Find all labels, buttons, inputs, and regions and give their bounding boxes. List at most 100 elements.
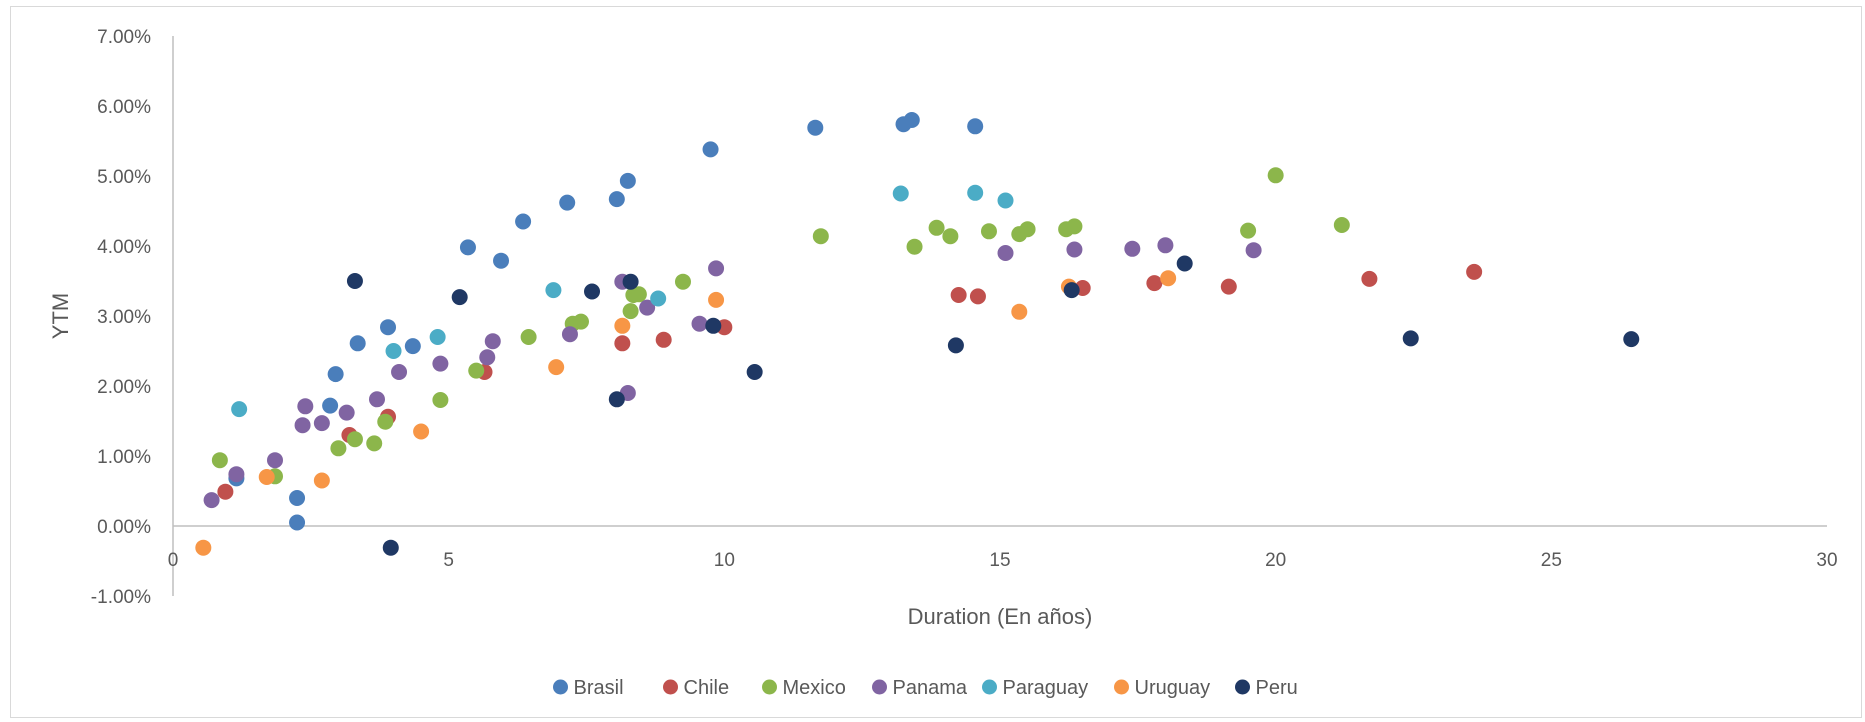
data-point [349,335,366,352]
data-point [548,359,565,376]
y-tick-label: 6.00% [97,97,151,118]
data-point [980,223,997,240]
series-paraguay [231,184,1014,418]
data-point [327,366,344,383]
data-point [1333,217,1350,233]
data-point [942,228,959,245]
data-point [289,490,306,506]
data-point [289,514,306,531]
data-point [639,299,656,316]
data-point [1157,237,1174,254]
data-point [1066,218,1083,235]
data-point [266,452,283,469]
series-peru [346,255,1640,556]
data-point [195,539,212,556]
data-point [708,291,725,308]
series-mexico [211,167,1350,485]
data-point [903,112,920,128]
data-point [969,288,986,305]
data-point [691,315,708,332]
series-chile [217,263,1483,500]
legend-marker [663,679,678,695]
data-point [608,191,625,208]
y-tick-label: 4.00% [97,237,151,258]
legend-marker [1114,679,1129,695]
legend-label: Paraguay [1003,677,1089,699]
data-point [380,319,397,336]
x-tick-label: 15 [989,550,1010,571]
data-point [451,289,468,306]
y-axis-title: YTM [48,293,73,339]
data-point [1176,255,1193,272]
data-point [708,260,725,277]
data-point [812,228,829,245]
x-tick-label: 30 [1816,550,1837,571]
data-point [614,335,631,352]
legend-item-paraguay: Paraguay [982,677,1088,699]
data-point [1220,278,1237,295]
data-point [313,472,330,489]
data-point [705,317,722,334]
legend-marker [762,679,777,695]
data-point [391,364,408,380]
data-point [479,349,496,366]
x-tick-label: 0 [168,550,179,571]
data-point [1267,167,1284,184]
data-point [1160,270,1177,287]
data-point [1124,240,1141,257]
legend-marker [982,679,997,695]
data-point [515,213,532,230]
data-point [217,483,234,500]
legend-marker [553,679,568,695]
data-point [385,343,402,359]
data-point [997,192,1014,209]
legend-label: Uruguay [1135,677,1211,699]
data-point [702,141,719,158]
data-point [545,282,562,299]
data-point [1361,270,1378,287]
data-point [338,404,355,421]
data-point [468,362,485,379]
x-tick-label: 25 [1541,550,1562,571]
legend-label: Chile [684,677,730,699]
x-tick-label: 20 [1265,550,1286,571]
data-point [413,423,430,440]
data-point [1019,221,1036,238]
legend-marker [1235,679,1250,695]
data-point [382,539,399,556]
x-tick-label: 10 [714,550,735,571]
data-point [1245,242,1262,259]
data-point [330,440,347,457]
data-points [195,112,1640,556]
legend-label: Peru [1256,677,1298,699]
data-point [258,469,275,485]
chart-frame [10,6,1862,718]
data-point [928,219,945,236]
data-point [967,118,984,135]
data-point [1063,282,1080,299]
data-point [584,283,601,300]
y-tick-label: 3.00% [97,307,151,328]
data-point [297,398,314,415]
data-point [203,492,220,509]
y-tick-label: 7.00% [97,27,151,48]
data-point [368,391,385,408]
data-point [346,431,363,448]
data-point [294,417,311,434]
axes: -1.00% 0.00% 1.00% 2.00% 3.00% 4.00% 5.00% 6.00… [48,27,1838,629]
data-point [1066,241,1083,258]
data-point [950,287,967,303]
y-tick-label: -1.00% [91,587,151,608]
legend-marker [872,679,887,695]
legend-item-peru: Peru [1235,677,1298,699]
data-point [404,338,421,355]
legend-item-uruguay: Uruguay [1114,677,1210,699]
data-point [432,355,449,372]
data-point [746,364,763,380]
legend-item-panama: Panama [872,677,968,699]
data-point [520,329,537,345]
data-point [322,397,339,414]
data-point [561,326,578,343]
data-point [619,172,636,189]
legend-item-brasil: Brasil [553,677,624,699]
